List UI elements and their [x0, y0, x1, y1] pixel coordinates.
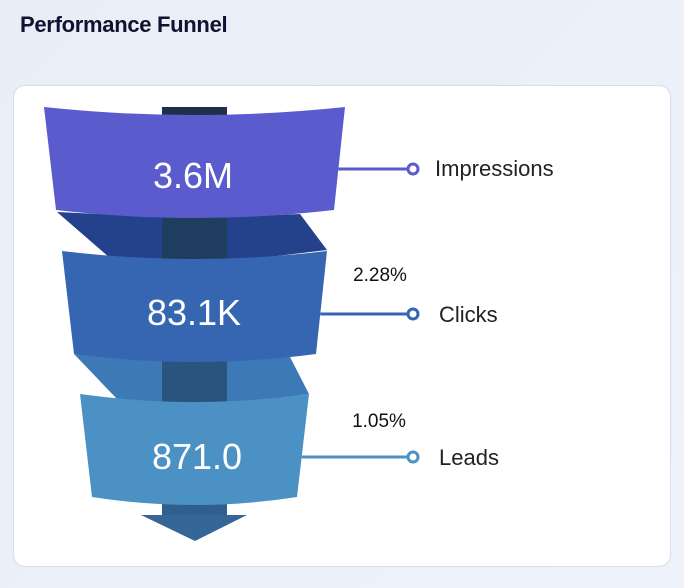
- funnel-stem: [162, 355, 227, 405]
- funnel-connector: [227, 357, 309, 405]
- funnel-connector: [57, 212, 162, 262]
- conversion-rate-leads: 1.05%: [352, 411, 406, 432]
- stage-label-impressions: Impressions: [435, 156, 554, 181]
- stage-label-leads: Leads: [439, 445, 499, 470]
- funnel-stem: [162, 217, 227, 262]
- stage-value-clicks: 83.1K: [147, 292, 241, 333]
- funnel-connector: [74, 354, 162, 405]
- arrow-down-icon: [141, 515, 247, 541]
- funnel-segment-clicks: [62, 251, 327, 362]
- funnel-segment-leads: [80, 394, 309, 505]
- leader-dot-icon: [406, 162, 420, 176]
- stage-value-leads: 871.0: [152, 436, 242, 477]
- leader-dot-icon: [406, 307, 420, 321]
- stage-label-clicks: Clicks: [439, 302, 498, 327]
- stage-value-impressions: 3.6M: [153, 155, 233, 196]
- conversion-rate-clicks: 2.28%: [353, 265, 407, 286]
- funnel-segment-impressions: [44, 107, 345, 218]
- funnel-connector: [227, 214, 327, 262]
- leader-dot-icon: [406, 450, 420, 464]
- page-title: Performance Funnel: [20, 12, 228, 37]
